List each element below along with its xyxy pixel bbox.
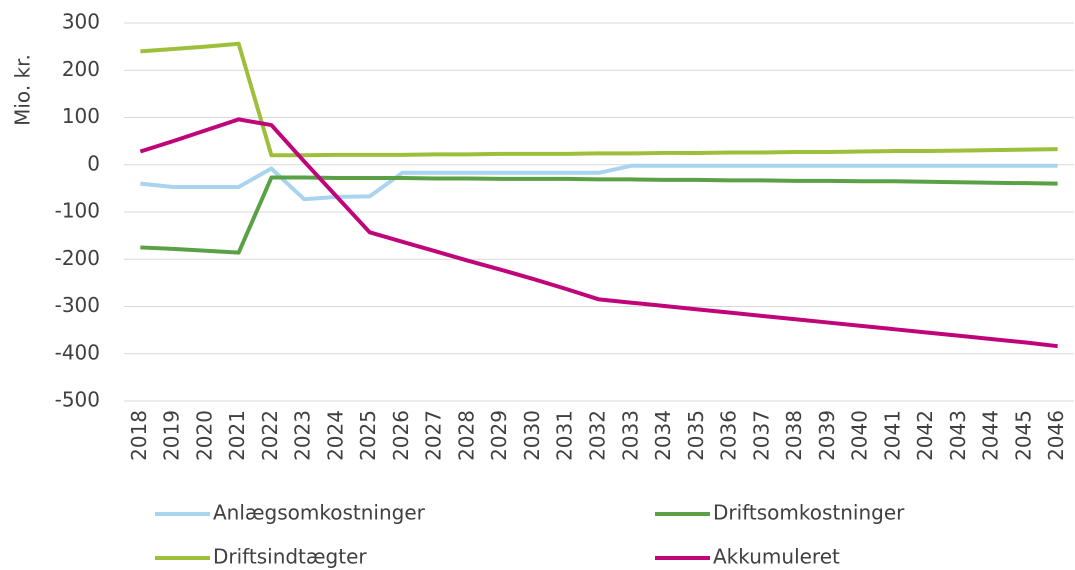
x-tick-label: 2039 — [815, 410, 839, 461]
y-axis-label: Mio. kr. — [11, 54, 35, 126]
y-tick-label: -300 — [55, 293, 100, 317]
x-tick-label: 2040 — [848, 410, 872, 461]
y-tick-label: 100 — [62, 104, 100, 128]
x-tick-label: 2024 — [323, 410, 347, 461]
x-tick-label: 2020 — [192, 410, 216, 461]
x-tick-label: 2042 — [913, 410, 937, 461]
series-line — [140, 163, 1058, 202]
x-tick-label: 2029 — [487, 410, 511, 461]
series-line — [139, 117, 1058, 349]
x-tick-label: 2043 — [946, 410, 970, 461]
x-tick-label: 2026 — [389, 410, 413, 461]
legend-label: Driftsindtægter — [213, 545, 367, 569]
y-tick-label: -400 — [55, 340, 100, 364]
x-tick-label: 2037 — [749, 410, 773, 461]
y-tick-label: 0 — [87, 151, 100, 175]
x-tick-label: 2028 — [454, 410, 478, 461]
x-tick-label: 2022 — [258, 410, 282, 461]
x-tick-label: 2023 — [291, 410, 315, 461]
y-tick-label: 300 — [62, 10, 100, 34]
legend-label: Anlægsomkostninger — [213, 501, 426, 525]
y-tick-label: -200 — [55, 246, 100, 270]
x-tick-label: 2044 — [979, 410, 1003, 461]
x-tick-label: 2031 — [553, 410, 577, 461]
x-tick-label: 2034 — [651, 410, 675, 461]
x-tick-label: 2021 — [225, 410, 249, 461]
x-tick-label: 2030 — [520, 410, 544, 461]
series-line — [140, 41, 1058, 158]
x-tick-label: 2019 — [160, 410, 184, 461]
y-tick-label: -100 — [55, 199, 100, 223]
x-tick-label: 2046 — [1044, 410, 1068, 461]
x-tick-label: 2035 — [684, 410, 708, 461]
y-tick-label: 200 — [62, 57, 100, 81]
series-line — [140, 175, 1058, 255]
x-tick-label: 2033 — [618, 410, 642, 461]
legend-label: Akkumuleret — [713, 545, 840, 569]
legend-label: Driftsomkostninger — [713, 501, 905, 525]
x-tick-label: 2041 — [880, 410, 904, 461]
x-tick-label: 2038 — [782, 410, 806, 461]
x-tick-label: 2027 — [422, 410, 446, 461]
y-tick-label: -500 — [55, 388, 100, 412]
x-tick-label: 2045 — [1011, 410, 1035, 461]
x-tick-label: 2018 — [127, 410, 151, 461]
x-tick-label: 2032 — [586, 410, 610, 461]
x-tick-label: 2036 — [717, 410, 741, 461]
x-tick-label: 2025 — [356, 410, 380, 461]
